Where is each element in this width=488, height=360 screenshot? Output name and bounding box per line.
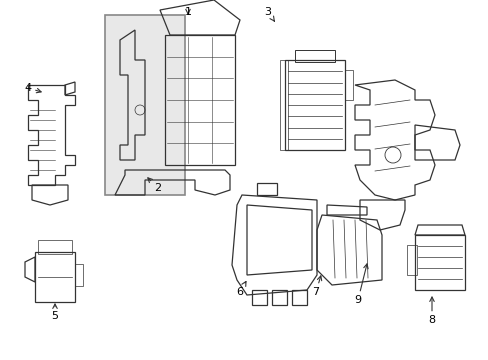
Bar (294, 50, 334, 62)
Bar (406, 245, 416, 275)
Bar (75, 264, 83, 286)
Bar (38, 240, 72, 254)
Text: 3: 3 (264, 7, 274, 21)
Bar (164, 35, 235, 165)
Bar (414, 235, 464, 290)
Bar (105, 15, 184, 195)
Text: 9: 9 (354, 264, 367, 305)
Bar (345, 70, 352, 100)
Text: 1: 1 (184, 7, 191, 17)
Bar (285, 60, 345, 150)
Text: 5: 5 (51, 304, 59, 321)
Text: 8: 8 (427, 297, 435, 325)
Text: 2: 2 (147, 178, 161, 193)
Text: 7: 7 (312, 276, 321, 297)
Bar (35, 252, 75, 302)
Bar (280, 60, 287, 150)
Text: 6: 6 (236, 282, 245, 297)
Text: 4: 4 (24, 83, 41, 93)
